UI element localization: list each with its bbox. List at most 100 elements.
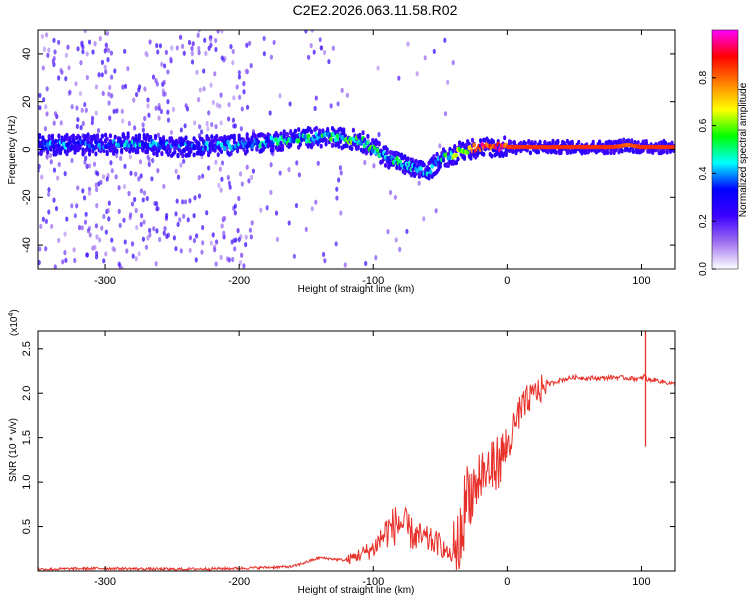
- heatmap-noise-cell: [169, 56, 173, 62]
- heatmap-ridge-cell: [395, 155, 399, 162]
- snr-x-tick-label: -100: [362, 576, 384, 588]
- heatmap-halo-cell: [126, 131, 130, 137]
- heatmap-noise-cell: [87, 190, 92, 196]
- heatmap-noise-cell: [200, 249, 204, 255]
- heatmap-noise-cell: [125, 248, 129, 254]
- heatmap-noise-cell: [53, 264, 57, 269]
- heatmap-noise-cell: [83, 30, 87, 34]
- heatmap-noise-cell: [102, 258, 106, 264]
- heatmap-noise-cell: [307, 54, 311, 60]
- heatmap-noise-cell: [309, 42, 313, 49]
- heatmap-noise-cell: [76, 116, 80, 123]
- heatmap-halo-cell: [289, 129, 293, 134]
- heatmap-ridge-cell: [304, 138, 309, 144]
- colorbar-tick-label: 0.4: [698, 166, 709, 180]
- heatmap-noise-cell: [166, 109, 170, 115]
- snr-x-tick-label: -300: [94, 576, 116, 588]
- heatmap-noise-cell: [129, 170, 133, 176]
- heatmap-noise-cell: [269, 54, 274, 60]
- heatmap-noise-cell: [190, 45, 194, 52]
- heatmap-noise-cell: [180, 43, 185, 49]
- heatmap-noise-cell: [54, 205, 59, 212]
- heatmap-halo-cell: [509, 140, 513, 145]
- heatmap-noise-cell: [41, 216, 45, 222]
- heatmap-noise-cell: [164, 49, 168, 56]
- heatmap-noise-cell: [104, 69, 108, 75]
- heatmap-ridge-cell: [430, 163, 435, 169]
- heatmap-noise-cell: [204, 50, 208, 57]
- heatmap-noise-cell: [85, 51, 89, 57]
- heatmap-noise-cell: [423, 55, 427, 61]
- heatmap-noise-cell: [139, 221, 143, 228]
- heatmap-halo-cell: [128, 148, 132, 154]
- heatmap-noise-cell: [220, 55, 224, 61]
- heatmap-noise-cell: [103, 64, 107, 70]
- heatmap-noise-cell: [206, 126, 210, 132]
- heatmap-noise-cell: [110, 74, 114, 80]
- heatmap-noise-cell: [274, 210, 279, 216]
- heatmap-halo-cell: [417, 171, 421, 177]
- heatmap-noise-cell: [398, 246, 402, 252]
- heatmap-noise-cell: [74, 81, 78, 87]
- heatmap-noise-cell: [314, 199, 318, 205]
- heatmap-noise-cell: [93, 244, 97, 251]
- heatmap-ridge-cell: [303, 134, 307, 140]
- heatmap-halo-cell: [120, 147, 124, 153]
- heatmap-noise-cell: [81, 120, 85, 127]
- heatmap-halo-cell: [219, 149, 224, 154]
- heatmap-noise-cell: [143, 86, 147, 92]
- heatmap-noise-cell: [95, 234, 99, 240]
- heatmap-noise-cell: [110, 93, 114, 99]
- heatmap-noise-cell: [83, 101, 87, 108]
- heatmap-noise-cell: [201, 224, 205, 231]
- heatmap-noise-cell: [144, 50, 148, 56]
- heatmap-noise-cell: [240, 106, 244, 112]
- heatmap-noise-cell: [131, 253, 135, 259]
- heatmap-noise-cell: [244, 234, 248, 240]
- heatmap-halo-cell: [293, 128, 298, 134]
- heatmap-noise-cell: [141, 122, 145, 128]
- heatmap-noise-cell: [143, 115, 147, 122]
- heatmap-noise-cell: [70, 104, 74, 110]
- heatmap-halo-cell: [298, 142, 302, 147]
- heatmap-noise-cell: [269, 162, 273, 168]
- heatmap-noise-cell: [310, 206, 314, 212]
- heatmap-noise-cell: [85, 163, 89, 170]
- heatmap-noise-cell: [175, 198, 179, 204]
- heatmap-halo-cell: [289, 142, 293, 148]
- snr-x-tick-label: 100: [632, 576, 650, 588]
- heatmap-noise-cell: [106, 57, 110, 63]
- heatmap-noise-cell: [82, 195, 87, 201]
- heatmap-noise-cell: [142, 190, 147, 196]
- heatmap-halo-cell: [414, 159, 418, 164]
- heatmap-noise-cell: [386, 229, 390, 235]
- heatmap-noise-cell: [218, 103, 222, 109]
- heatmap-noise-cell: [87, 39, 92, 45]
- heatmap-noise-cell: [68, 89, 72, 95]
- heatmap-noise-cell: [363, 159, 367, 166]
- heatmap-noise-cell: [66, 44, 70, 50]
- heatmap-halo-cell: [565, 150, 570, 156]
- heatmap-noise-cell: [155, 42, 159, 49]
- heatmap-noise-cell: [64, 76, 68, 82]
- heatmap-ridge-cell: [53, 138, 58, 144]
- heatmap-noise-cell: [374, 255, 378, 261]
- heatmap-noise-cell: [79, 60, 83, 66]
- heatmap-y-tick-label: 0: [21, 146, 33, 152]
- heatmap-halo-cell: [324, 137, 328, 143]
- heatmap-noise-cell: [220, 176, 224, 182]
- heatmap-ridge-cell: [329, 136, 333, 142]
- heatmap-noise-cell: [238, 171, 243, 177]
- heatmap-halo-cell: [181, 153, 185, 159]
- heatmap-noise-cell: [335, 195, 339, 201]
- colorbar-ticks: 0.0 0.2 0.4 0.6 0.8: [698, 70, 716, 276]
- heatmap-x-tick-label: -100: [362, 275, 384, 287]
- heatmap-halo-cell: [512, 140, 516, 145]
- heatmap-noise-cell: [132, 97, 136, 103]
- heatmap-halo-cell: [438, 163, 442, 169]
- heatmap-noise-cell: [220, 30, 224, 34]
- heatmap-halo-cell: [57, 133, 61, 139]
- heatmap-noise-cell: [215, 102, 219, 108]
- heatmap-halo-cell: [662, 148, 666, 154]
- heatmap-noise-cell: [163, 225, 167, 232]
